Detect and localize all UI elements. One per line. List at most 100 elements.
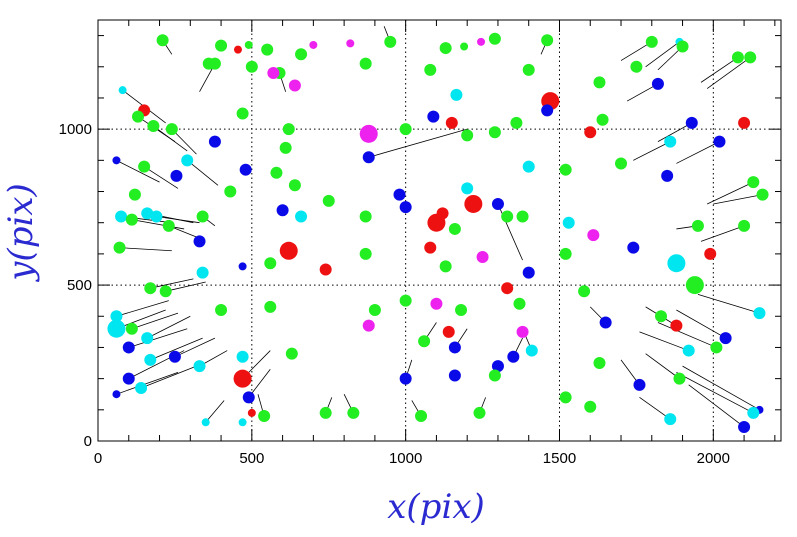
point-blue [112, 390, 121, 399]
point-cyan [295, 210, 308, 223]
vector-line [147, 315, 191, 339]
point-red [424, 241, 437, 254]
vector-line [116, 300, 169, 317]
point-green [593, 357, 606, 370]
x-tick-label: 1500 [543, 450, 576, 467]
point-green [488, 369, 501, 382]
point-red [442, 325, 455, 338]
point-green [147, 120, 160, 133]
point-green [744, 51, 757, 64]
point-blue [239, 163, 252, 176]
vector-line [165, 281, 206, 292]
point-green [162, 219, 175, 232]
point-blue [170, 169, 183, 182]
vector-line [143, 166, 179, 189]
y-axis-title: y(pix) [1, 183, 41, 283]
point-green [285, 347, 298, 360]
vector-line [639, 331, 689, 351]
axis-ticks [97, 20, 781, 442]
vector-line [128, 328, 188, 348]
vector-line [700, 225, 745, 242]
point-green [270, 166, 283, 179]
vector-line [645, 41, 680, 68]
point-magenta [587, 229, 600, 242]
point-red [501, 282, 514, 295]
point-blue [448, 369, 461, 382]
point-red [247, 408, 256, 417]
vector-line [688, 384, 745, 428]
point-green [710, 341, 723, 354]
vector-line [153, 125, 188, 152]
y-axis-tick-labels: 0 500 1000 [59, 121, 92, 450]
point-cyan [196, 266, 209, 279]
point-blue [427, 110, 440, 123]
point-blue [713, 135, 726, 148]
point-cyan [562, 216, 575, 229]
point-green [319, 406, 332, 419]
point-green [645, 35, 658, 48]
point-green [676, 40, 689, 53]
point-green [159, 285, 172, 298]
x-tick-label: 2000 [697, 450, 730, 467]
point-cyan [193, 360, 206, 373]
point-red [464, 194, 483, 213]
point-green [165, 123, 178, 136]
point-cyan [118, 86, 127, 95]
point-blue [238, 262, 247, 271]
point-magenta [359, 124, 378, 143]
x-tick-label: 500 [239, 450, 264, 467]
point-red [670, 319, 683, 332]
point-green [215, 304, 228, 317]
point-red [319, 263, 332, 276]
x-tick-label: 0 [94, 450, 102, 467]
vector-line [131, 312, 179, 330]
point-green [368, 304, 381, 317]
point-green [559, 163, 572, 176]
vector-line [119, 247, 172, 252]
point-green [359, 57, 372, 70]
point-cyan [107, 319, 126, 338]
vector-line [150, 337, 203, 361]
y-tick-label: 1000 [59, 121, 92, 138]
vector-line [150, 278, 194, 289]
vector-line [140, 365, 197, 389]
point-green [655, 310, 668, 323]
point-green [596, 113, 609, 126]
point-green [460, 42, 469, 51]
point-blue [719, 332, 732, 345]
point-blue [685, 116, 698, 129]
vector-line [697, 294, 760, 314]
point-green [473, 406, 486, 419]
point-red [738, 116, 751, 129]
point-blue [393, 188, 406, 201]
point-green [138, 160, 151, 173]
point-green [399, 123, 412, 136]
point-cyan [682, 344, 695, 357]
point-cyan [115, 210, 128, 223]
point-red [445, 116, 458, 129]
point-green [236, 107, 249, 120]
point-cyan [150, 210, 163, 223]
point-green [125, 322, 138, 335]
point-blue [208, 135, 221, 148]
point-cyan [135, 381, 148, 394]
point-blue [362, 151, 375, 164]
point-blue [627, 241, 640, 254]
point-green [282, 123, 295, 136]
point-cyan [753, 307, 766, 320]
point-blue [633, 378, 646, 391]
point-green [439, 42, 452, 55]
point-green [418, 335, 431, 348]
vector-line [116, 372, 179, 395]
point-green [756, 188, 769, 201]
vector-line [620, 41, 652, 61]
point-green [279, 141, 292, 154]
vector-line [706, 181, 754, 205]
vector-line [713, 194, 763, 205]
point-green [738, 219, 751, 232]
vector-line [706, 57, 751, 89]
point-green [461, 129, 474, 142]
point-green [196, 210, 209, 223]
point-green [488, 32, 501, 45]
point-magenta [476, 251, 489, 264]
